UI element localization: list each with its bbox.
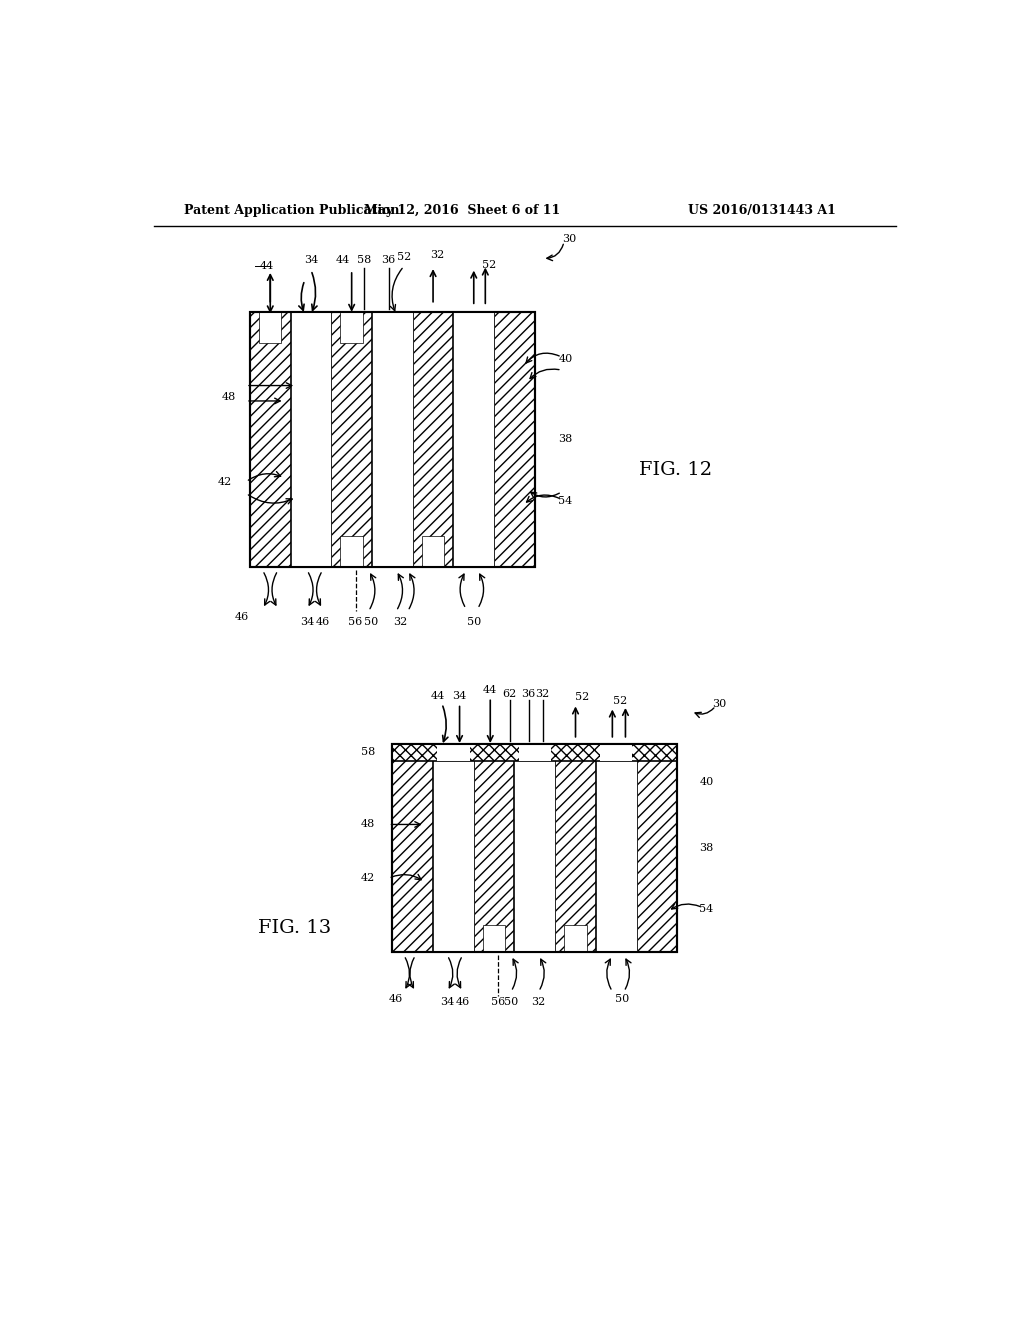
Text: 44: 44 — [483, 685, 498, 694]
Bar — [250, 313, 535, 566]
Text: 38: 38 — [699, 842, 714, 853]
Text: 50: 50 — [504, 997, 518, 1007]
Bar — [259, 313, 282, 343]
Text: 52: 52 — [396, 252, 411, 261]
Text: 34: 34 — [453, 690, 467, 701]
Text: 54: 54 — [558, 496, 572, 506]
Text: FIG. 13: FIG. 13 — [258, 920, 331, 937]
Bar — [340, 536, 362, 566]
Bar — [474, 743, 514, 952]
Bar — [413, 313, 454, 566]
Text: 52: 52 — [574, 693, 589, 702]
Text: 46: 46 — [456, 997, 470, 1007]
Bar — [392, 743, 677, 952]
Bar — [392, 743, 433, 952]
Text: 34: 34 — [304, 255, 318, 265]
Bar — [555, 743, 596, 952]
Text: 46: 46 — [389, 994, 403, 1005]
Bar — [372, 313, 413, 566]
Text: 52: 52 — [613, 696, 627, 706]
Text: 50: 50 — [615, 994, 630, 1005]
Text: US 2016/0131443 A1: US 2016/0131443 A1 — [688, 205, 836, 218]
Bar — [392, 743, 677, 760]
Bar — [332, 313, 372, 566]
Bar — [495, 313, 535, 566]
Text: 62: 62 — [503, 689, 517, 698]
Bar — [291, 313, 332, 566]
Text: 42: 42 — [218, 477, 232, 487]
Text: 32: 32 — [531, 997, 546, 1007]
Text: 30: 30 — [562, 234, 577, 244]
Bar — [483, 924, 505, 952]
Bar — [422, 536, 444, 566]
Text: 58: 58 — [356, 255, 371, 265]
Text: 56: 56 — [348, 616, 362, 627]
Bar — [514, 743, 555, 952]
Text: 32: 32 — [430, 249, 444, 260]
Bar — [433, 743, 474, 952]
Text: 36: 36 — [521, 689, 536, 698]
Text: 54: 54 — [699, 904, 714, 915]
Bar — [250, 313, 291, 566]
Text: FIG. 12: FIG. 12 — [639, 461, 712, 479]
Text: Patent Application Publication: Patent Application Publication — [184, 205, 400, 218]
Text: 48: 48 — [221, 392, 236, 403]
Text: 42: 42 — [360, 874, 375, 883]
Bar — [518, 743, 551, 760]
Bar — [600, 743, 633, 760]
Bar — [454, 313, 495, 566]
Bar — [340, 313, 362, 343]
Text: 32: 32 — [536, 689, 550, 698]
Text: 30: 30 — [713, 698, 727, 709]
Text: May 12, 2016  Sheet 6 of 11: May 12, 2016 Sheet 6 of 11 — [364, 205, 560, 218]
Text: 52: 52 — [482, 260, 497, 269]
Bar — [596, 743, 637, 952]
Text: 44: 44 — [335, 255, 349, 265]
Bar — [564, 924, 587, 952]
Text: 36: 36 — [381, 255, 395, 265]
Text: 34: 34 — [440, 997, 455, 1007]
Bar — [637, 743, 677, 952]
Bar — [250, 313, 535, 566]
Bar — [437, 743, 470, 760]
Text: 50: 50 — [467, 616, 481, 627]
Text: 58: 58 — [360, 747, 375, 758]
Text: 32: 32 — [393, 616, 408, 627]
Text: 44: 44 — [259, 261, 273, 271]
Text: 46: 46 — [315, 616, 330, 627]
Text: 40: 40 — [699, 777, 714, 787]
Text: 56: 56 — [490, 997, 505, 1007]
Bar — [392, 743, 677, 952]
Text: 48: 48 — [360, 820, 375, 829]
Text: 46: 46 — [236, 611, 249, 622]
Text: 40: 40 — [558, 354, 572, 363]
Text: 38: 38 — [558, 434, 572, 445]
Text: 34: 34 — [300, 616, 314, 627]
Text: 50: 50 — [364, 616, 378, 627]
Text: 44: 44 — [431, 690, 445, 701]
